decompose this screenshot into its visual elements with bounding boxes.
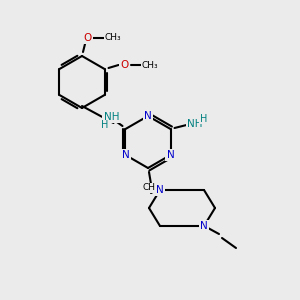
Text: N: N	[144, 111, 152, 121]
Text: H: H	[200, 114, 207, 124]
Text: N: N	[200, 221, 208, 231]
Text: N: N	[156, 185, 164, 195]
Text: NH: NH	[187, 119, 202, 129]
Text: O: O	[120, 60, 129, 70]
Text: CH₂: CH₂	[143, 184, 159, 193]
Text: O: O	[84, 33, 92, 43]
Text: CH₃: CH₃	[141, 61, 158, 70]
Text: H: H	[101, 120, 108, 130]
Text: CH₃: CH₃	[105, 34, 121, 43]
Text: N: N	[167, 150, 174, 160]
Text: NH: NH	[104, 112, 119, 122]
Text: N: N	[122, 150, 129, 160]
